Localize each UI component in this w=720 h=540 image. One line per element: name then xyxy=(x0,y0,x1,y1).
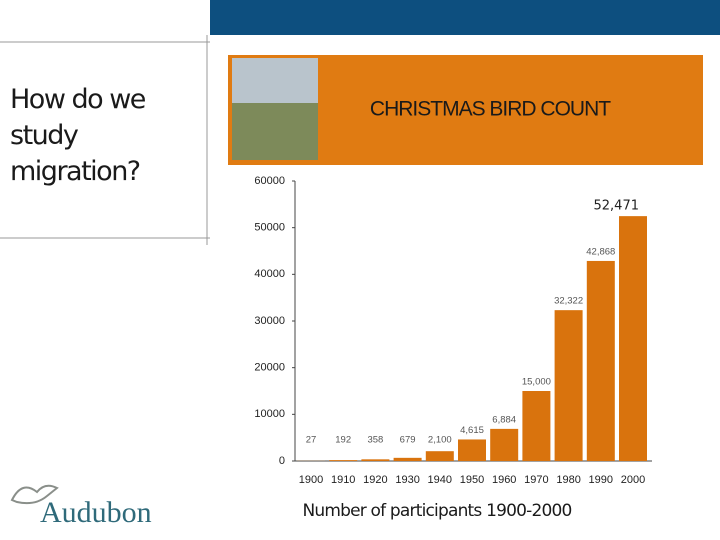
bar xyxy=(554,310,583,461)
value-label: 32,322 xyxy=(554,296,583,307)
bar xyxy=(586,260,615,461)
logo: Audubon xyxy=(40,496,152,529)
bar xyxy=(361,459,390,461)
y-tick-label: 20000 xyxy=(254,362,285,374)
value-label: 6,884 xyxy=(492,414,516,425)
x-tick-label: 1990 xyxy=(589,474,613,486)
bar xyxy=(329,460,358,461)
y-tick-label: 40000 xyxy=(254,268,285,280)
x-tick-label: 2000 xyxy=(621,474,645,486)
x-tick-label: 1930 xyxy=(395,474,419,486)
x-tick-label: 1950 xyxy=(460,474,484,486)
bar xyxy=(490,428,519,461)
x-tick-label: 1910 xyxy=(331,474,355,486)
logo-bird xyxy=(10,484,59,505)
value-label: 42,868 xyxy=(586,246,615,257)
bar xyxy=(619,216,647,461)
bar xyxy=(425,451,454,461)
slide-title-box: How do we study migration? xyxy=(10,84,146,187)
y-tick-label: 50000 xyxy=(254,222,285,234)
value-label: 52,471 xyxy=(594,199,640,214)
x-tick-label: 1900 xyxy=(299,474,323,486)
y-tick-label: 30000 xyxy=(254,315,285,327)
value-label: 192 xyxy=(335,435,351,446)
value-label: 4,615 xyxy=(460,425,484,436)
y-tick-label: 0 xyxy=(279,455,285,467)
bar xyxy=(458,439,486,461)
bar xyxy=(393,457,422,461)
x-tick-label: 1960 xyxy=(492,474,516,486)
value-label: 358 xyxy=(367,435,383,446)
x-tick-label: 1920 xyxy=(363,474,387,486)
top-bar xyxy=(210,0,720,35)
x-tick-label: 1940 xyxy=(428,474,452,486)
photo-sky xyxy=(232,58,318,103)
y-tick-label: 10000 xyxy=(254,408,285,420)
value-label: 679 xyxy=(400,435,416,446)
x-tick-label: 1980 xyxy=(556,474,580,486)
x-tick-label: 1970 xyxy=(524,474,548,486)
slide-title: How do we study migration? xyxy=(10,84,146,187)
value-label: 27 xyxy=(306,435,317,446)
bar xyxy=(522,391,551,461)
value-label: 2,100 xyxy=(428,435,452,446)
chart-title: CHRISTMAS BIRD COUNT xyxy=(370,98,611,121)
value-label: 15,000 xyxy=(522,377,551,388)
y-tick-label: 60000 xyxy=(254,175,285,187)
x-axis-label: Number of participants 1900-2000 xyxy=(302,501,571,521)
